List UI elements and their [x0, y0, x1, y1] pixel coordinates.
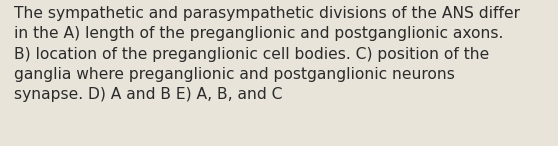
Text: The sympathetic and parasympathetic divisions of the ANS differ
in the A) length: The sympathetic and parasympathetic divi…	[14, 6, 520, 102]
